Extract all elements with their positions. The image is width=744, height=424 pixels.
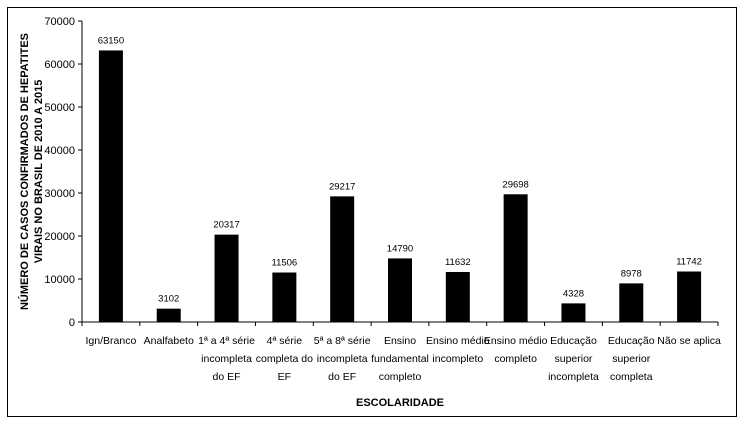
data-label: 8978 <box>621 268 642 279</box>
data-label: 29698 <box>502 179 528 190</box>
y-tick-label: 20000 <box>44 231 75 243</box>
data-label: 63150 <box>98 35 124 46</box>
data-label: 11506 <box>272 258 298 269</box>
y-tick-label: 30000 <box>44 188 75 200</box>
bar <box>156 308 181 322</box>
category-label: completa <box>610 371 653 383</box>
bar <box>330 196 355 322</box>
data-label: 11742 <box>676 257 702 268</box>
category-label: incompleta <box>317 353 368 365</box>
data-label: 20317 <box>213 220 239 231</box>
category-label: do EF <box>328 371 356 383</box>
bar <box>503 194 528 322</box>
x-axis-categories: Ign/Branco Analfabeto 1ª a 4ª série incompl… <box>81 322 721 383</box>
data-label: 29217 <box>329 181 355 192</box>
bar <box>214 234 239 322</box>
category-label: incompleto <box>432 353 483 365</box>
y-tick-label: 10000 <box>44 274 75 286</box>
category-label: EF <box>278 371 291 383</box>
y-tick-label: 70000 <box>44 16 75 28</box>
category-label: completo <box>379 371 422 383</box>
category-label: incompleta <box>548 371 599 383</box>
bar <box>561 303 586 322</box>
category-label: incompleta <box>201 353 252 365</box>
category-label: Educação <box>550 335 597 347</box>
y-axis-title-line: VIRAIS NO BRASIL DE 2010 A 2015 <box>33 80 45 264</box>
data-labels: 63150 3102 20317 11506 29217 14790 11632 29698 4… <box>98 35 702 304</box>
y-axis-ticks: 0 10000 20000 30000 40000 50000 60000 70000 <box>44 16 82 329</box>
bars <box>98 50 702 323</box>
category-label: Analfabeto <box>144 335 194 347</box>
y-axis-title: NÚMERO DE CASOS CONFIRMADOS DE HEPATITES… <box>18 33 45 310</box>
category-label: completo <box>494 353 537 365</box>
bar <box>677 271 702 322</box>
y-tick-label: 40000 <box>44 145 75 157</box>
category-label: Educação <box>608 335 655 347</box>
chart-frame <box>7 7 737 417</box>
bar <box>98 50 123 323</box>
category-label: Ensino <box>384 335 416 347</box>
category-label: superior <box>554 353 592 365</box>
y-axis-title-line: NÚMERO DE CASOS CONFIRMADOS DE HEPATITES <box>18 33 31 310</box>
bar <box>272 272 297 322</box>
category-label: fundamental <box>371 353 429 365</box>
category-label: 5ª a 8ª série <box>314 335 371 347</box>
data-label: 11632 <box>445 257 471 268</box>
data-label: 4328 <box>563 288 584 299</box>
x-axis-title: ESCOLARIDADE <box>356 397 444 409</box>
category-label: Ensino médio <box>484 335 548 347</box>
y-tick-label: 60000 <box>44 59 75 71</box>
category-label: completa do <box>256 353 313 365</box>
category-label: superior <box>612 353 650 365</box>
data-label: 3102 <box>158 294 179 305</box>
category-label: 1ª a 4ª série <box>198 335 255 347</box>
bar <box>619 283 644 322</box>
y-tick-label: 50000 <box>44 102 75 114</box>
category-label: Não se aplica <box>657 335 721 347</box>
bar <box>388 258 412 322</box>
y-tick-label: 0 <box>69 317 75 329</box>
category-label: 4ª série <box>267 335 303 347</box>
category-label: Ensino médio <box>426 335 490 347</box>
data-label: 14790 <box>387 243 413 254</box>
bar <box>445 271 470 322</box>
category-label: Ign/Branco <box>86 335 137 347</box>
category-label: do EF <box>213 371 241 383</box>
